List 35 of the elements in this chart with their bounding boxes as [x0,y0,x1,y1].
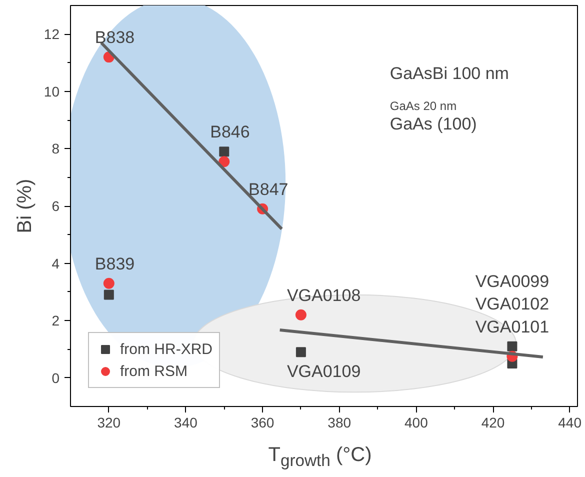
y-tick-label: 10 [44,83,60,100]
annotation: VGA0099 VGA0102 VGA0101 [475,272,550,336]
annotation: GaAsBi 100 nm [390,64,509,84]
point [103,278,114,289]
point [104,290,114,300]
legend-label: from HR-XRD [120,340,212,358]
point [296,347,306,358]
point [507,341,518,352]
y-tick-label: 12 [44,26,60,42]
y-tick-label: 8 [52,140,60,157]
annotation: B839 [94,254,135,274]
legend-label: from RSM [120,362,188,380]
x-tick-label: 420 [481,414,505,430]
point [218,156,230,168]
x-tick-label: 340 [174,414,198,430]
y-tick-label: 6 [52,198,60,214]
y-tick-label: 0 [52,370,60,386]
y-axis-title: Bi (%) [14,178,36,234]
annotation: VGA0109 [286,362,361,382]
annotation: B838 [94,28,135,48]
annotation: GaAs (100) [390,114,477,134]
annotation: B846 [210,122,250,142]
annotation: VGA0108 [286,286,361,305]
y-tick-label: 4 [52,255,60,272]
x-tick-label: 380 [328,414,352,430]
x-tick-label: 360 [250,414,274,430]
point [295,309,306,320]
point [219,146,230,157]
annotation: B847 [248,180,288,199]
annotation: GaAs 20 nm [390,98,457,113]
x-axis-title: T$_{growth}$ (°C) [268,443,372,472]
y-tick-label: 2 [52,312,60,329]
x-tick-label: 400 [404,414,428,430]
x-tick-label: 320 [97,414,121,430]
x-tick-label: 440 [558,414,582,430]
